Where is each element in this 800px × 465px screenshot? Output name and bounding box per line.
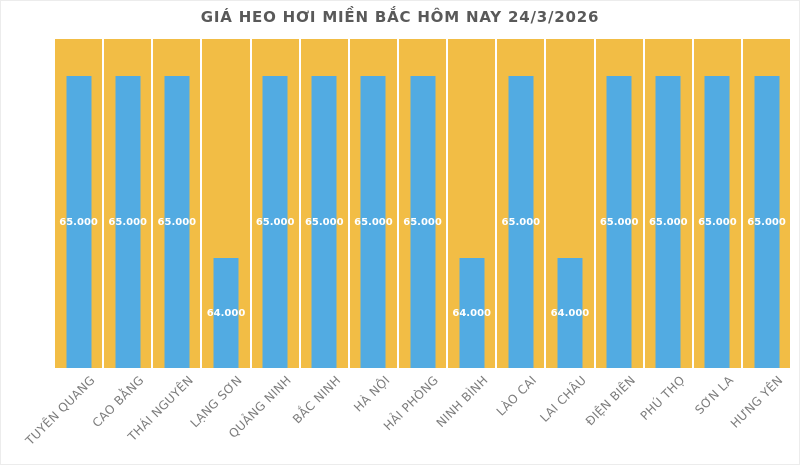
- plot-area: 65.000 TUYÊN QUANG 65.000 CAO BẰNG 65.000 THÁ…: [23, 39, 791, 448]
- value-label: 65.000: [501, 216, 541, 228]
- value-bar: 65.000: [108, 76, 147, 368]
- value-bar: 65.000: [305, 76, 344, 368]
- x-axis-label: HƯNG YÊN: [727, 373, 786, 431]
- value-bar: 65.000: [256, 76, 294, 368]
- category-column: 65.000 LÀO CAI: [494, 39, 545, 419]
- category-column: 65.000 SƠN LA: [692, 39, 741, 417]
- x-axis-label: NINH BÌNH: [433, 373, 491, 431]
- value-bar: 64.000: [207, 258, 245, 368]
- value-bar: 64.000: [551, 258, 589, 368]
- x-axis-label: PHÚ THỌ: [637, 373, 688, 424]
- x-axis-label: SƠN LA: [692, 373, 737, 418]
- category-column: 65.000 HẢI PHÒNG: [381, 39, 447, 433]
- value-label: 65.000: [255, 216, 295, 228]
- value-label: 65.000: [59, 216, 98, 228]
- value-label: 65.000: [403, 216, 442, 228]
- x-axis-label: BẮC NINH: [289, 373, 344, 427]
- chart-title: GIÁ HEO HƠI MIỀN BẮC HÔM NAY 24/3/2026: [200, 8, 600, 26]
- category-column: 65.000 QUẢNG NINH: [226, 39, 299, 441]
- value-label: 65.000: [108, 216, 147, 228]
- value-label: 65.000: [599, 216, 639, 228]
- value-bar: 65.000: [158, 76, 196, 368]
- value-bar: 65.000: [59, 76, 98, 368]
- value-label: 65.000: [304, 216, 344, 228]
- value-label: 65.000: [747, 216, 786, 228]
- value-bar: 65.000: [698, 76, 737, 368]
- x-axis-label: ĐIỆN BIÊN: [582, 373, 639, 429]
- x-axis-label: LAI CHÂU: [537, 373, 589, 425]
- value-bar: 65.000: [354, 76, 393, 368]
- x-axis-label: TUYÊN QUANG: [22, 373, 98, 448]
- value-bar: 65.000: [502, 76, 540, 368]
- value-label: 64.000: [550, 307, 590, 319]
- category-column: 65.000 CAO BẰNG: [90, 39, 152, 430]
- value-label: 64.000: [452, 307, 491, 319]
- category-column: 65.000 THÁI NGUYÊN: [125, 39, 201, 444]
- category-column: 65.000 ĐIỆN BIÊN: [583, 39, 643, 428]
- category-column: 64.000 LAI CHÂU: [537, 39, 594, 425]
- value-bar: 65.000: [747, 76, 786, 368]
- value-label: 65.000: [698, 216, 737, 228]
- category-column: 64.000 LẠNG SƠN: [188, 39, 250, 430]
- x-axis-label: LÀO CAI: [494, 373, 540, 419]
- value-label: 65.000: [354, 216, 393, 228]
- value-bar: 65.000: [649, 76, 688, 368]
- category-column: 65.000 HƯNG YÊN: [728, 39, 791, 431]
- value-bar: 65.000: [600, 76, 638, 368]
- value-bar: 64.000: [452, 258, 491, 368]
- category-column: 64.000 NINH BÌNH: [433, 39, 496, 430]
- x-axis-label: HÀ NỘI: [350, 373, 393, 415]
- category-column: 65.000 PHÚ THỌ: [637, 39, 692, 423]
- category-column: 65.000 HÀ NỘI: [349, 39, 397, 415]
- value-bar: 65.000: [403, 76, 442, 368]
- value-label: 65.000: [648, 216, 688, 228]
- value-label: 65.000: [157, 216, 197, 228]
- category-column: 65.000 BẮC NINH: [290, 39, 348, 426]
- category-column: 65.000 TUYÊN QUANG: [23, 39, 103, 448]
- value-label: 64.000: [206, 307, 246, 319]
